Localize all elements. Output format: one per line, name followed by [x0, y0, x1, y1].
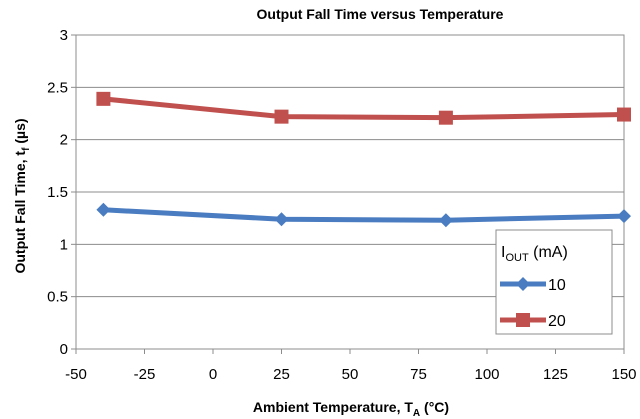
- x-tick-label: -25: [134, 366, 156, 383]
- y-tick-label: 1: [60, 236, 68, 253]
- x-tick-label: 25: [273, 366, 290, 383]
- legend: IOUT (mA) 10 20: [495, 229, 613, 335]
- y-axis-title-sub: f: [21, 147, 32, 151]
- y-tick-label: 3: [60, 27, 68, 44]
- series-10: [96, 202, 631, 228]
- y-tick-label: 0: [60, 341, 68, 358]
- data-point: [617, 107, 631, 122]
- y-tick-label: 0.5: [47, 289, 68, 306]
- axes: 0 0.5 1 1.5 2 2.5 3 -50 -25 0 25 50 75 100 125 150: [47, 27, 636, 383]
- legend-swatch-marker: [516, 313, 530, 327]
- x-axis-title: Ambient Temperature, TA (°C): [253, 399, 449, 419]
- legend-item-20: 20: [500, 313, 566, 330]
- x-tick-label: 50: [342, 366, 359, 383]
- series-line: [100, 96, 627, 121]
- series-line: [100, 207, 627, 223]
- data-point: [274, 109, 289, 124]
- legend-label: 20: [548, 313, 566, 330]
- series-layer: [96, 91, 631, 228]
- x-axis-title-main: Ambient Temperature, T: [253, 399, 413, 415]
- chart-title: Output Fall Time versus Temperature: [257, 6, 504, 22]
- x-tick-label: 75: [410, 366, 427, 383]
- data-point: [438, 110, 453, 125]
- data-point: [438, 213, 453, 228]
- data-point: [96, 91, 111, 106]
- y-tick-label: 2.5: [47, 79, 68, 96]
- x-axis-title-tail: (°C): [420, 399, 449, 415]
- y-tick-label: 2: [60, 132, 68, 149]
- x-tick-label: 125: [543, 366, 568, 383]
- x-tick-label: -50: [65, 366, 87, 383]
- legend-swatch-marker: [516, 277, 530, 291]
- legend-title-sub: OUT: [505, 252, 529, 264]
- legend-items: 10 20: [500, 277, 566, 330]
- y-axis-title-tail: (µs): [12, 118, 28, 147]
- legend-title-main: I: [501, 244, 505, 261]
- data-point: [274, 212, 289, 227]
- legend-title-tail: (mA): [529, 244, 568, 261]
- y-axis-title-main: Output Fall Time, t: [12, 151, 28, 274]
- legend-title: IOUT (mA): [501, 244, 568, 264]
- y-tick-label: 1.5: [47, 184, 68, 201]
- x-tick-label: 100: [474, 366, 499, 383]
- x-axis-title-sub: A: [413, 408, 420, 419]
- legend-label: 10: [548, 277, 566, 294]
- x-tick-label: 0: [209, 366, 217, 383]
- legend-item-10: 10: [500, 277, 566, 294]
- series-20: [96, 91, 631, 125]
- data-point: [617, 209, 631, 224]
- x-tick-label: 150: [611, 366, 636, 383]
- y-axis-title: Output Fall Time, tf (µs): [12, 118, 32, 273]
- data-point: [96, 202, 111, 217]
